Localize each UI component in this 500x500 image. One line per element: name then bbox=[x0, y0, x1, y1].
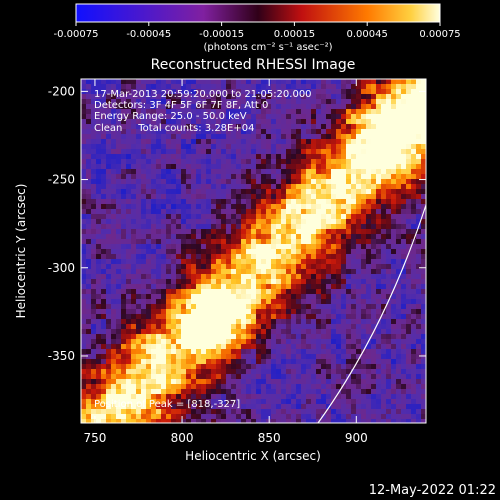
colorbar bbox=[75, 3, 441, 23]
solar-limb-line bbox=[317, 204, 426, 423]
colorbar-unit-label: (photons cm⁻² s⁻¹ asec⁻²) bbox=[203, 42, 332, 53]
colorbar-tick-label: 0.00015 bbox=[274, 29, 315, 40]
info-time-range: 17-Mar-2013 20:59:20.000 to 21:05:20.000 bbox=[94, 89, 312, 100]
timestamp: 12-May-2022 01:22 bbox=[369, 483, 496, 498]
x-tick-label: 800 bbox=[171, 431, 194, 445]
colorbar-tick-label: 0.00075 bbox=[419, 29, 460, 40]
heatmap-image bbox=[81, 79, 426, 423]
info-detectors: Detectors: 3F 4F 5F 6F 7F 8F, Att 0 bbox=[94, 100, 268, 111]
y-tick-label: -200 bbox=[48, 84, 75, 98]
colorbar-ticks: -0.00075 -0.00045 -0.00015 0.00015 0.00045 0.… bbox=[54, 22, 461, 40]
info-energy-range: Energy Range: 25.0 - 50.0 keV bbox=[94, 111, 247, 122]
colorbar-tick-label: 0.00045 bbox=[347, 29, 388, 40]
x-axis: 750 800 850 900 bbox=[83, 79, 368, 445]
x-tick-label: 750 bbox=[83, 431, 106, 445]
chart-title: Reconstructed RHESSI Image bbox=[151, 57, 356, 73]
y-tick-label: -300 bbox=[48, 261, 75, 275]
y-tick-label: -350 bbox=[48, 349, 75, 363]
x-axis-label: Heliocentric X (arcsec) bbox=[185, 449, 321, 463]
info-counts: Clean Total counts: 3.28E+04 bbox=[94, 123, 254, 134]
y-axis: -200 -250 -300 -350 bbox=[48, 84, 426, 363]
colorbar-tick-label: -0.00045 bbox=[126, 29, 171, 40]
x-tick-label: 850 bbox=[258, 431, 281, 445]
y-tick-label: -250 bbox=[48, 173, 75, 187]
y-axis-label: Heliocentric Y (arcsec) bbox=[14, 184, 28, 319]
peak-position-label: Position of Peak = [818,-327] bbox=[94, 399, 240, 410]
x-tick-label: 900 bbox=[345, 431, 368, 445]
colorbar-tick-label: -0.00015 bbox=[199, 29, 244, 40]
colorbar-tick-label: -0.00075 bbox=[54, 29, 99, 40]
plot-frame bbox=[80, 78, 427, 424]
